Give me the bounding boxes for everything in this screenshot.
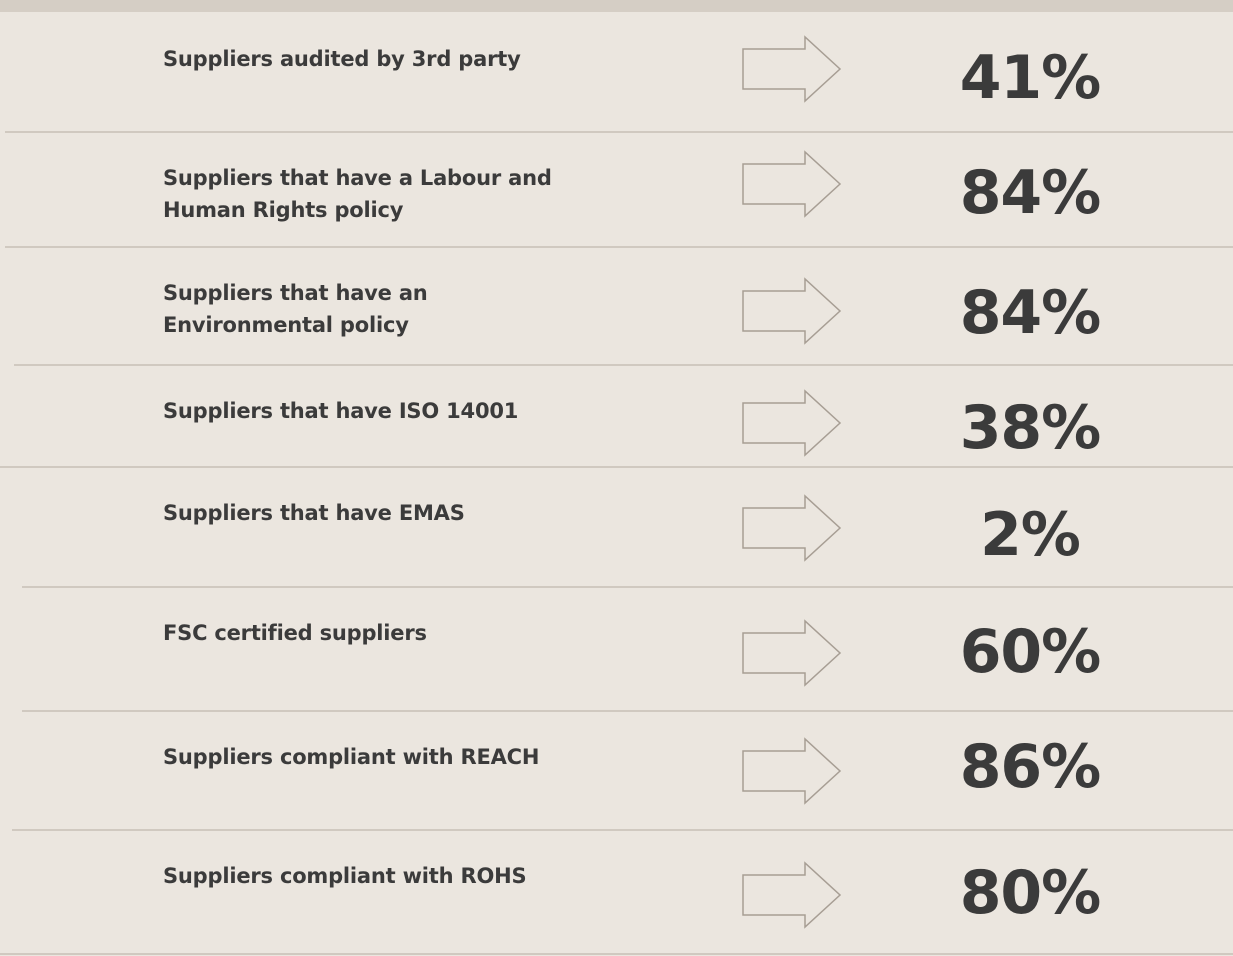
row-value: 86% [959, 732, 1102, 802]
arrow-shape [742, 389, 842, 457]
row-label: Suppliers compliant with REACH [163, 745, 540, 769]
row-value: 60% [959, 617, 1102, 687]
row-label: Suppliers that have an Environmental pol… [163, 281, 428, 337]
row-label: FSC certified suppliers [163, 621, 427, 645]
row-value: 84% [959, 278, 1102, 348]
row-value: 41% [959, 43, 1102, 113]
row-value: 38% [959, 393, 1102, 463]
separator [22, 710, 1233, 712]
arrow-shape [742, 494, 842, 562]
arrow-icon [742, 389, 842, 457]
arrow-icon [742, 277, 842, 345]
row-value: 84% [959, 158, 1102, 228]
arrow-icon [742, 494, 842, 562]
separator [0, 953, 1233, 955]
separator [22, 586, 1233, 588]
arrow-shape [742, 277, 842, 345]
row-value: 2% [980, 500, 1081, 570]
separator [0, 466, 1233, 468]
row-label: Suppliers that have EMAS [163, 501, 465, 525]
arrow-shape [742, 737, 842, 805]
arrow-shape [742, 150, 842, 218]
arrow-icon [742, 737, 842, 805]
separator [14, 364, 1233, 366]
separator [5, 131, 1233, 133]
row-label: Suppliers that have ISO 14001 [163, 399, 519, 423]
row-label: Suppliers compliant with ROHS [163, 864, 527, 888]
arrow-shape [742, 619, 842, 687]
arrow-icon [742, 861, 842, 929]
top-bar [0, 0, 1233, 12]
arrow-shape [742, 35, 842, 103]
separator [5, 246, 1233, 248]
separator [12, 829, 1233, 831]
arrow-shape [742, 861, 842, 929]
row-label: Suppliers audited by 3rd party [163, 47, 521, 71]
row-value: 80% [959, 858, 1102, 928]
arrow-icon [742, 35, 842, 103]
row-label: Suppliers that have a Labour and Human R… [163, 166, 552, 222]
arrow-icon [742, 619, 842, 687]
arrow-icon [742, 150, 842, 218]
